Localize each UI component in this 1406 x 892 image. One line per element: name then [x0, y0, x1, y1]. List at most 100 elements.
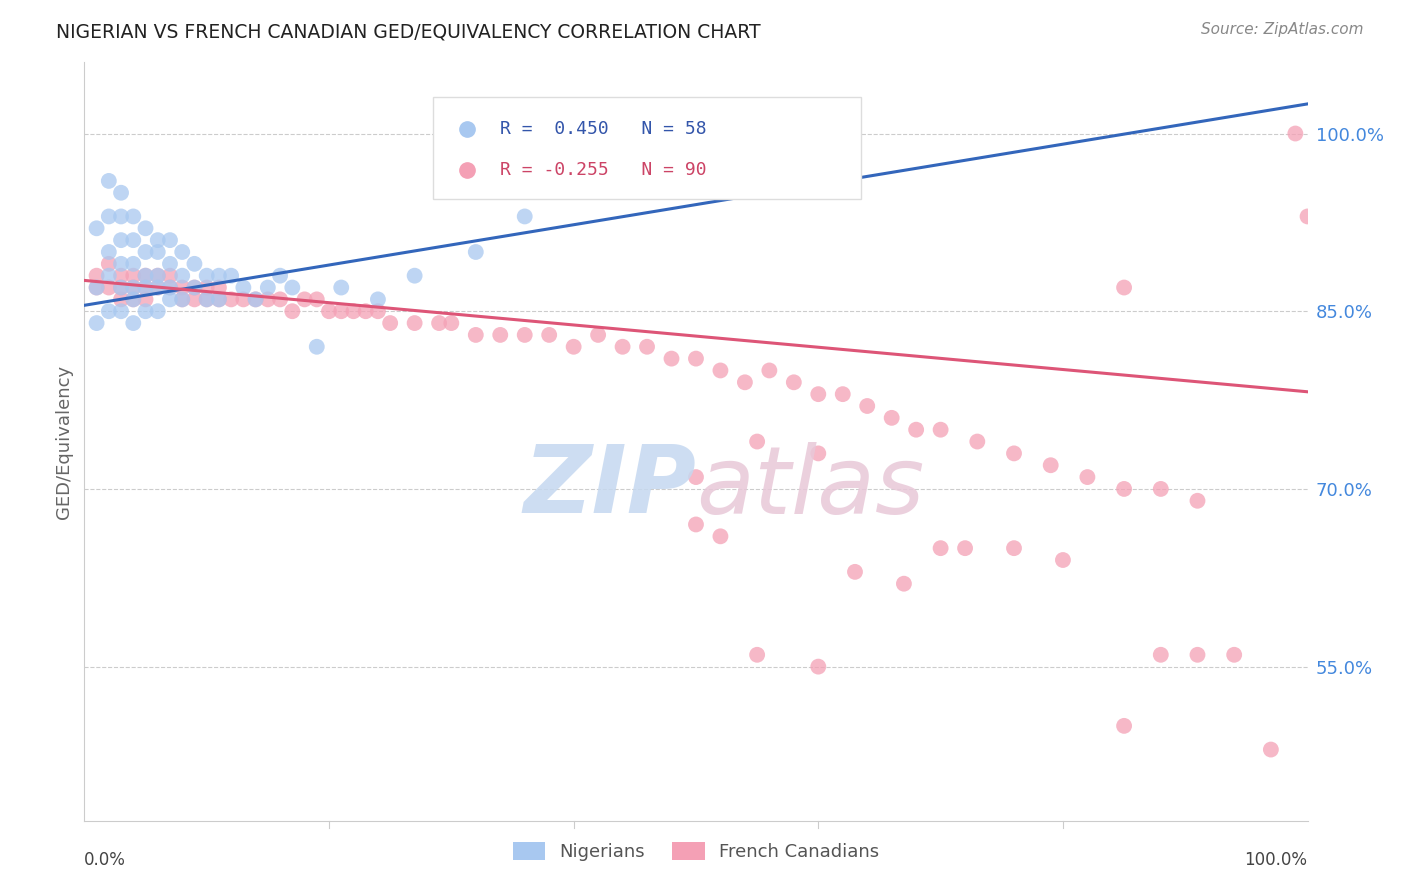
- Point: [586, 327, 609, 342]
- Point: [135, 221, 157, 235]
- Point: [330, 304, 353, 318]
- Point: [464, 244, 486, 259]
- Point: [122, 293, 145, 307]
- Point: [661, 351, 683, 366]
- Point: [685, 517, 707, 532]
- Point: [146, 233, 169, 247]
- Point: [562, 340, 585, 354]
- Point: [219, 268, 242, 283]
- Point: [122, 268, 145, 283]
- Point: [110, 257, 132, 271]
- Point: [135, 304, 157, 318]
- Point: [122, 316, 145, 330]
- Point: [1187, 648, 1209, 662]
- Point: [612, 340, 634, 354]
- Point: [135, 268, 157, 283]
- Point: [856, 399, 879, 413]
- Point: [172, 293, 194, 307]
- Point: [380, 316, 402, 330]
- Point: [513, 210, 536, 224]
- Point: [1039, 458, 1062, 473]
- Point: [318, 304, 340, 318]
- Point: [1296, 210, 1319, 224]
- Point: [97, 268, 120, 283]
- Point: [1076, 470, 1098, 484]
- Point: [1284, 127, 1306, 141]
- Point: [1114, 280, 1136, 294]
- Point: [183, 280, 205, 294]
- Point: [97, 244, 120, 259]
- Point: [97, 304, 120, 318]
- Point: [97, 210, 120, 224]
- Text: NIGERIAN VS FRENCH CANADIAN GED/EQUIVALENCY CORRELATION CHART: NIGERIAN VS FRENCH CANADIAN GED/EQUIVALE…: [56, 22, 761, 41]
- Text: 100.0%: 100.0%: [1244, 851, 1308, 869]
- Point: [747, 434, 769, 449]
- Point: [110, 304, 132, 318]
- Point: [86, 221, 108, 235]
- Point: [1114, 719, 1136, 733]
- Point: [685, 470, 707, 484]
- Point: [183, 257, 205, 271]
- Point: [122, 257, 145, 271]
- Point: [146, 268, 169, 283]
- Point: [1150, 648, 1173, 662]
- Point: [342, 304, 364, 318]
- Point: [146, 280, 169, 294]
- Point: [208, 268, 231, 283]
- Point: [354, 304, 377, 318]
- Y-axis label: GED/Equivalency: GED/Equivalency: [55, 365, 73, 518]
- Point: [636, 340, 658, 354]
- Point: [783, 376, 806, 390]
- Point: [172, 268, 194, 283]
- Point: [636, 150, 658, 164]
- Point: [685, 351, 707, 366]
- Point: [122, 280, 145, 294]
- Point: [219, 293, 242, 307]
- Point: [146, 268, 169, 283]
- Point: [281, 280, 304, 294]
- Point: [747, 648, 769, 662]
- Point: [404, 268, 426, 283]
- Point: [464, 327, 486, 342]
- Point: [110, 186, 132, 200]
- Point: [208, 293, 231, 307]
- Point: [97, 280, 120, 294]
- Point: [1002, 541, 1025, 556]
- Point: [758, 363, 780, 377]
- Point: [966, 434, 988, 449]
- Point: [1260, 742, 1282, 756]
- Point: [159, 293, 181, 307]
- Point: [538, 327, 561, 342]
- Point: [232, 293, 254, 307]
- Point: [1187, 493, 1209, 508]
- Point: [562, 174, 585, 188]
- Point: [146, 280, 169, 294]
- Text: R = -0.255   N = 90: R = -0.255 N = 90: [501, 161, 707, 178]
- Point: [110, 280, 132, 294]
- Point: [146, 244, 169, 259]
- Point: [208, 293, 231, 307]
- Point: [734, 376, 756, 390]
- Point: [159, 233, 181, 247]
- Point: [305, 340, 328, 354]
- Point: [281, 304, 304, 318]
- Point: [367, 293, 389, 307]
- Point: [440, 316, 463, 330]
- Point: [86, 280, 108, 294]
- Point: [844, 565, 866, 579]
- Point: [159, 280, 181, 294]
- Point: [97, 257, 120, 271]
- Point: [783, 127, 806, 141]
- Point: [1223, 648, 1246, 662]
- Point: [159, 280, 181, 294]
- Point: [195, 293, 218, 307]
- Point: [135, 244, 157, 259]
- Point: [953, 541, 976, 556]
- Point: [232, 280, 254, 294]
- Text: 0.0%: 0.0%: [84, 851, 127, 869]
- Point: [1002, 446, 1025, 460]
- Point: [172, 244, 194, 259]
- Point: [269, 293, 291, 307]
- Point: [1052, 553, 1074, 567]
- Point: [294, 293, 316, 307]
